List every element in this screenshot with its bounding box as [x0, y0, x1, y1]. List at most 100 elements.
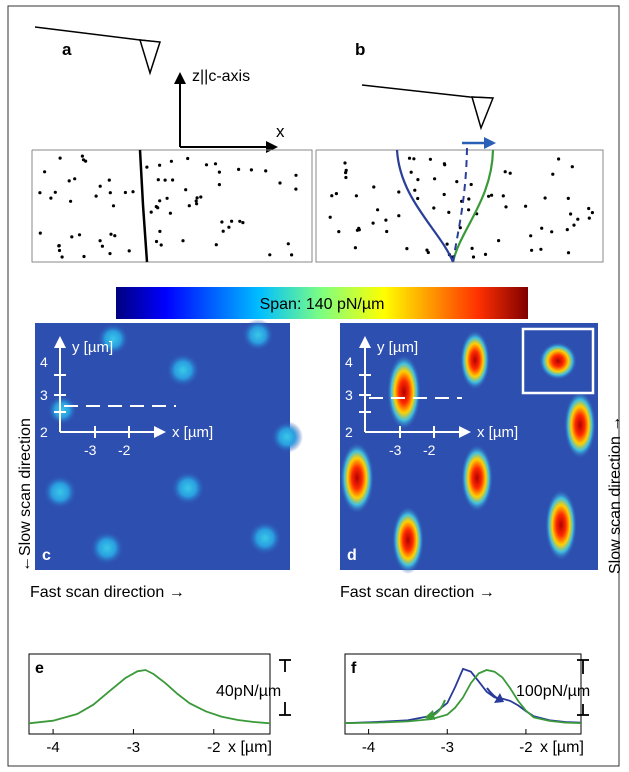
defect-dot — [111, 204, 116, 208]
defect-dot — [100, 244, 104, 248]
xtick-label: -2 — [519, 739, 532, 756]
defect-dot — [108, 252, 112, 256]
vortex-spot — [90, 531, 124, 565]
profile-lines-e — [28, 669, 271, 725]
vortex-spots-c — [43, 319, 303, 565]
defect-dot — [186, 156, 190, 161]
defect-dot — [94, 194, 98, 198]
defect-dot — [385, 229, 389, 234]
defect-dot — [443, 163, 447, 167]
defect-dot — [169, 159, 173, 163]
defect-dot — [67, 179, 71, 183]
defect-dot — [504, 205, 508, 209]
xtick-label: -3 — [441, 739, 454, 756]
defect-dot — [227, 225, 231, 229]
defect-dot — [158, 229, 162, 233]
defect-dot — [57, 244, 61, 248]
defect-dot — [508, 171, 512, 175]
vortex-spot — [460, 330, 490, 390]
panel-a: a z||c-axis x — [31, 26, 313, 263]
defect-dot — [81, 158, 86, 162]
axis-x-label: x — [276, 122, 285, 141]
panel-f-label: f — [351, 660, 357, 677]
defect-dot — [38, 191, 42, 195]
panel-b: b — [315, 40, 604, 263]
defect-dot — [165, 196, 169, 200]
vortex-spot — [97, 323, 129, 355]
defect-dots-a — [38, 154, 298, 259]
arrow-up-icon — [54, 336, 66, 348]
defect-dot — [501, 194, 505, 198]
axes-c — [54, 345, 176, 438]
defect-dot — [483, 252, 488, 256]
defect-dot — [194, 199, 198, 203]
colorbar-label: Span: 140 pN/µm — [260, 296, 385, 313]
defect-dot — [204, 163, 209, 167]
defect-dot — [469, 182, 473, 187]
vortex-line-b-dashed — [452, 147, 468, 263]
defect-dot — [241, 221, 245, 225]
defect-dot — [587, 206, 591, 211]
defect-dot — [576, 217, 580, 221]
defect-dot — [529, 234, 533, 238]
defect-dot — [416, 178, 420, 182]
ytick-c-3: 3 — [40, 387, 48, 403]
defect-dot — [354, 194, 358, 198]
panel-d-label: d — [347, 547, 357, 564]
vortex-spot — [461, 444, 493, 512]
vortex-line-b-left — [395, 149, 455, 263]
defect-dot — [550, 230, 554, 234]
defect-dot — [163, 178, 167, 182]
defect-dot — [490, 193, 494, 197]
defect-dot — [278, 181, 282, 185]
defect-dot — [357, 226, 361, 230]
defect-dot — [328, 215, 332, 219]
defect-dot — [566, 196, 570, 200]
defect-dot — [344, 168, 348, 172]
defect-dot — [569, 212, 573, 216]
plot-box-e — [28, 653, 271, 735]
panel-e-label: e — [35, 660, 44, 677]
defect-dot — [131, 190, 135, 194]
defect-dot — [442, 192, 446, 197]
panel-e: e 40pN/µm -4 -3 -2 x [µm] — [28, 653, 291, 756]
vortex-line-a — [138, 149, 149, 263]
defect-dot — [397, 214, 401, 218]
defect-dot — [43, 170, 47, 174]
xlabel-c: x [µm] — [172, 424, 213, 441]
vortex-spot — [340, 442, 374, 514]
defect-dot — [455, 180, 459, 184]
defect-dot — [77, 233, 82, 237]
defect-dot — [497, 239, 501, 243]
vortex-spot — [392, 506, 424, 574]
defect-dot — [69, 199, 73, 203]
defect-dot — [572, 223, 576, 227]
defect-dot — [268, 253, 272, 257]
panel-b-label: b — [355, 40, 365, 59]
xticks-f: -4 -3 -2 — [362, 729, 533, 756]
defect-dot — [445, 242, 449, 246]
defect-dot — [57, 248, 62, 253]
defect-dot — [397, 190, 401, 194]
arrow-up-icon — [359, 336, 371, 348]
defect-dot — [467, 197, 471, 201]
cantilever-icon — [34, 26, 161, 76]
panel-f: f 100pN/µm -4 -3 -2 x [µm] — [344, 653, 590, 756]
vortex-spot — [545, 489, 577, 561]
xtick-label: -4 — [46, 739, 59, 756]
map-c — [35, 323, 290, 570]
sample-box-a — [31, 149, 313, 263]
vortex-spot — [271, 421, 303, 453]
defect-dot — [80, 154, 84, 158]
vortex-spot — [564, 391, 596, 459]
arrow-down-right-icon — [494, 693, 504, 703]
defect-dot — [53, 190, 57, 194]
defect-dot — [344, 175, 348, 180]
defect-dot — [371, 221, 375, 225]
defect-dot — [372, 185, 376, 189]
vortex-spot — [242, 319, 274, 351]
defect-dot — [503, 170, 507, 174]
fast-scan-label-d: Fast scan direction → — [340, 584, 495, 601]
defect-dot — [158, 199, 162, 203]
vortex-spot — [166, 353, 200, 387]
